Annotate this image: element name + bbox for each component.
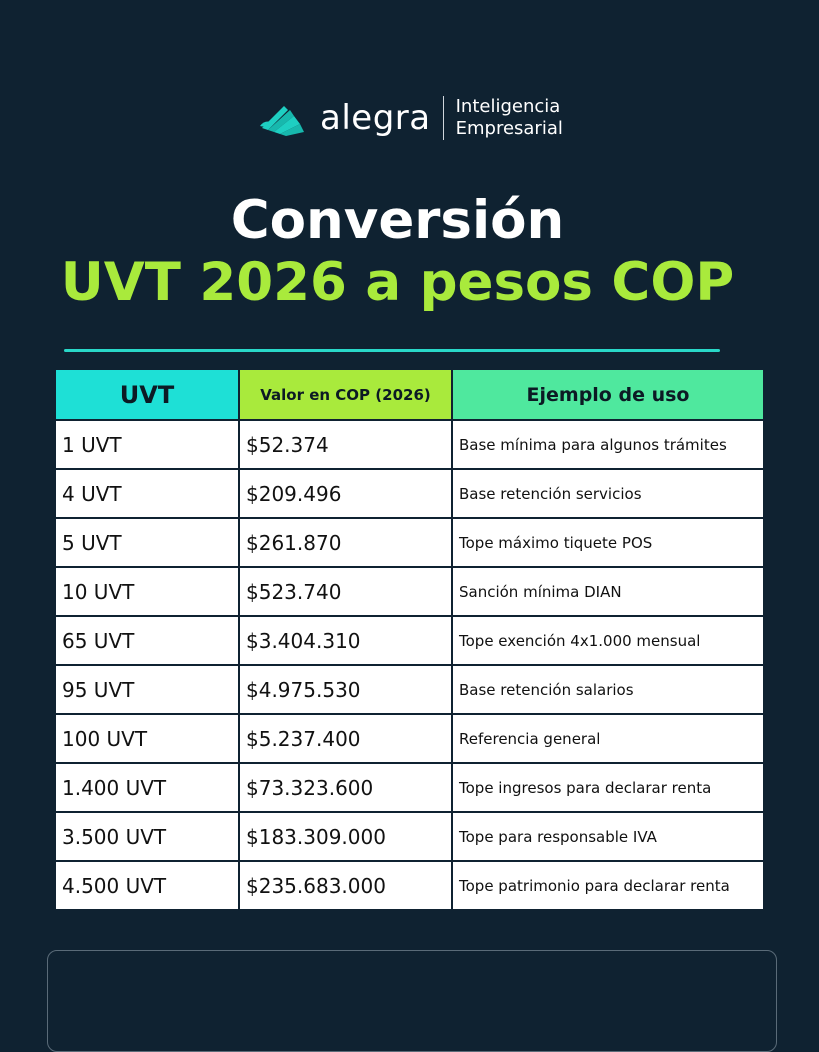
cell-uso: Referencia general (451, 713, 765, 764)
cell-uso: Base mínima para algunos trámites (451, 419, 765, 470)
cell-cop: $5.237.400 (238, 713, 453, 764)
brand-tagline-line1: Inteligencia (455, 96, 561, 117)
cell-uso: Tope patrimonio para declarar renta (451, 860, 765, 911)
table-row: 65 UVT $3.404.310 Tope exención 4x1.000 … (54, 615, 765, 666)
cell-uso: Base retención salarios (451, 664, 765, 715)
cell-cop: $183.309.000 (238, 811, 453, 862)
alegra-fan-logo-icon (260, 106, 304, 136)
cell-uso: Tope máximo tiquete POS (451, 517, 765, 568)
cell-uso: Sanción mínima DIAN (451, 566, 765, 617)
cell-uso: Tope para responsable IVA (451, 811, 765, 862)
cell-uvt: 3.500 UVT (54, 811, 240, 862)
table-row: 10 UVT $523.740 Sanción mínima DIAN (54, 566, 765, 617)
cell-uvt: 95 UVT (54, 664, 240, 715)
brand-separator (442, 96, 444, 140)
cell-cop: $73.323.600 (238, 762, 453, 813)
table-row: 4 UVT $209.496 Base retención servicios (54, 468, 765, 519)
cell-cop: $4.975.530 (238, 664, 453, 715)
cell-uvt: 4 UVT (54, 468, 240, 519)
title-divider (64, 349, 720, 352)
brand-name: alegra (320, 98, 431, 138)
uvt-conversion-table: UVT Valor en COP (2026) Ejemplo de uso 1… (54, 368, 765, 911)
cell-cop: $235.683.000 (238, 860, 453, 911)
cell-cop: $209.496 (238, 468, 453, 519)
table-row: 4.500 UVT $235.683.000 Tope patrimonio p… (54, 860, 765, 911)
cell-uvt: 5 UVT (54, 517, 240, 568)
page-title: Conversión (230, 190, 565, 251)
cell-uvt: 65 UVT (54, 615, 240, 666)
table-row: 1.400 UVT $73.323.600 Tope ingresos para… (54, 762, 765, 813)
brand-tagline: Inteligencia Empresarial (456, 96, 563, 140)
cell-uvt: 100 UVT (54, 713, 240, 764)
cell-uso: Tope ingresos para declarar renta (451, 762, 765, 813)
cell-uvt: 1 UVT (54, 419, 240, 470)
brand-header: alegra Inteligencia Empresarial (258, 96, 563, 140)
cell-cop: $3.404.310 (238, 615, 453, 666)
cell-uso: Tope exención 4x1.000 mensual (451, 615, 765, 666)
header-uvt: UVT (54, 368, 240, 421)
cell-cop: $523.740 (238, 566, 453, 617)
cell-cop: $52.374 (238, 419, 453, 470)
page-subtitle: UVT 2026 a pesos COP (60, 252, 735, 313)
table-row: 3.500 UVT $183.309.000 Tope para respons… (54, 811, 765, 862)
cell-uvt: 4.500 UVT (54, 860, 240, 911)
table-row: 5 UVT $261.870 Tope máximo tiquete POS (54, 517, 765, 568)
cell-cop: $261.870 (238, 517, 453, 568)
header-uso: Ejemplo de uso (451, 368, 765, 421)
cell-uvt: 10 UVT (54, 566, 240, 617)
brand-tagline-line2: Empresarial (455, 118, 563, 139)
table-header-row: UVT Valor en COP (2026) Ejemplo de uso (54, 368, 765, 421)
cell-uvt: 1.400 UVT (54, 762, 240, 813)
table-row: 1 UVT $52.374 Base mínima para algunos t… (54, 419, 765, 470)
header-cop: Valor en COP (2026) (238, 368, 453, 421)
bottom-outline-box (47, 950, 777, 1052)
table-row: 100 UVT $5.237.400 Referencia general (54, 713, 765, 764)
table-row: 95 UVT $4.975.530 Base retención salario… (54, 664, 765, 715)
cell-uso: Base retención servicios (451, 468, 765, 519)
